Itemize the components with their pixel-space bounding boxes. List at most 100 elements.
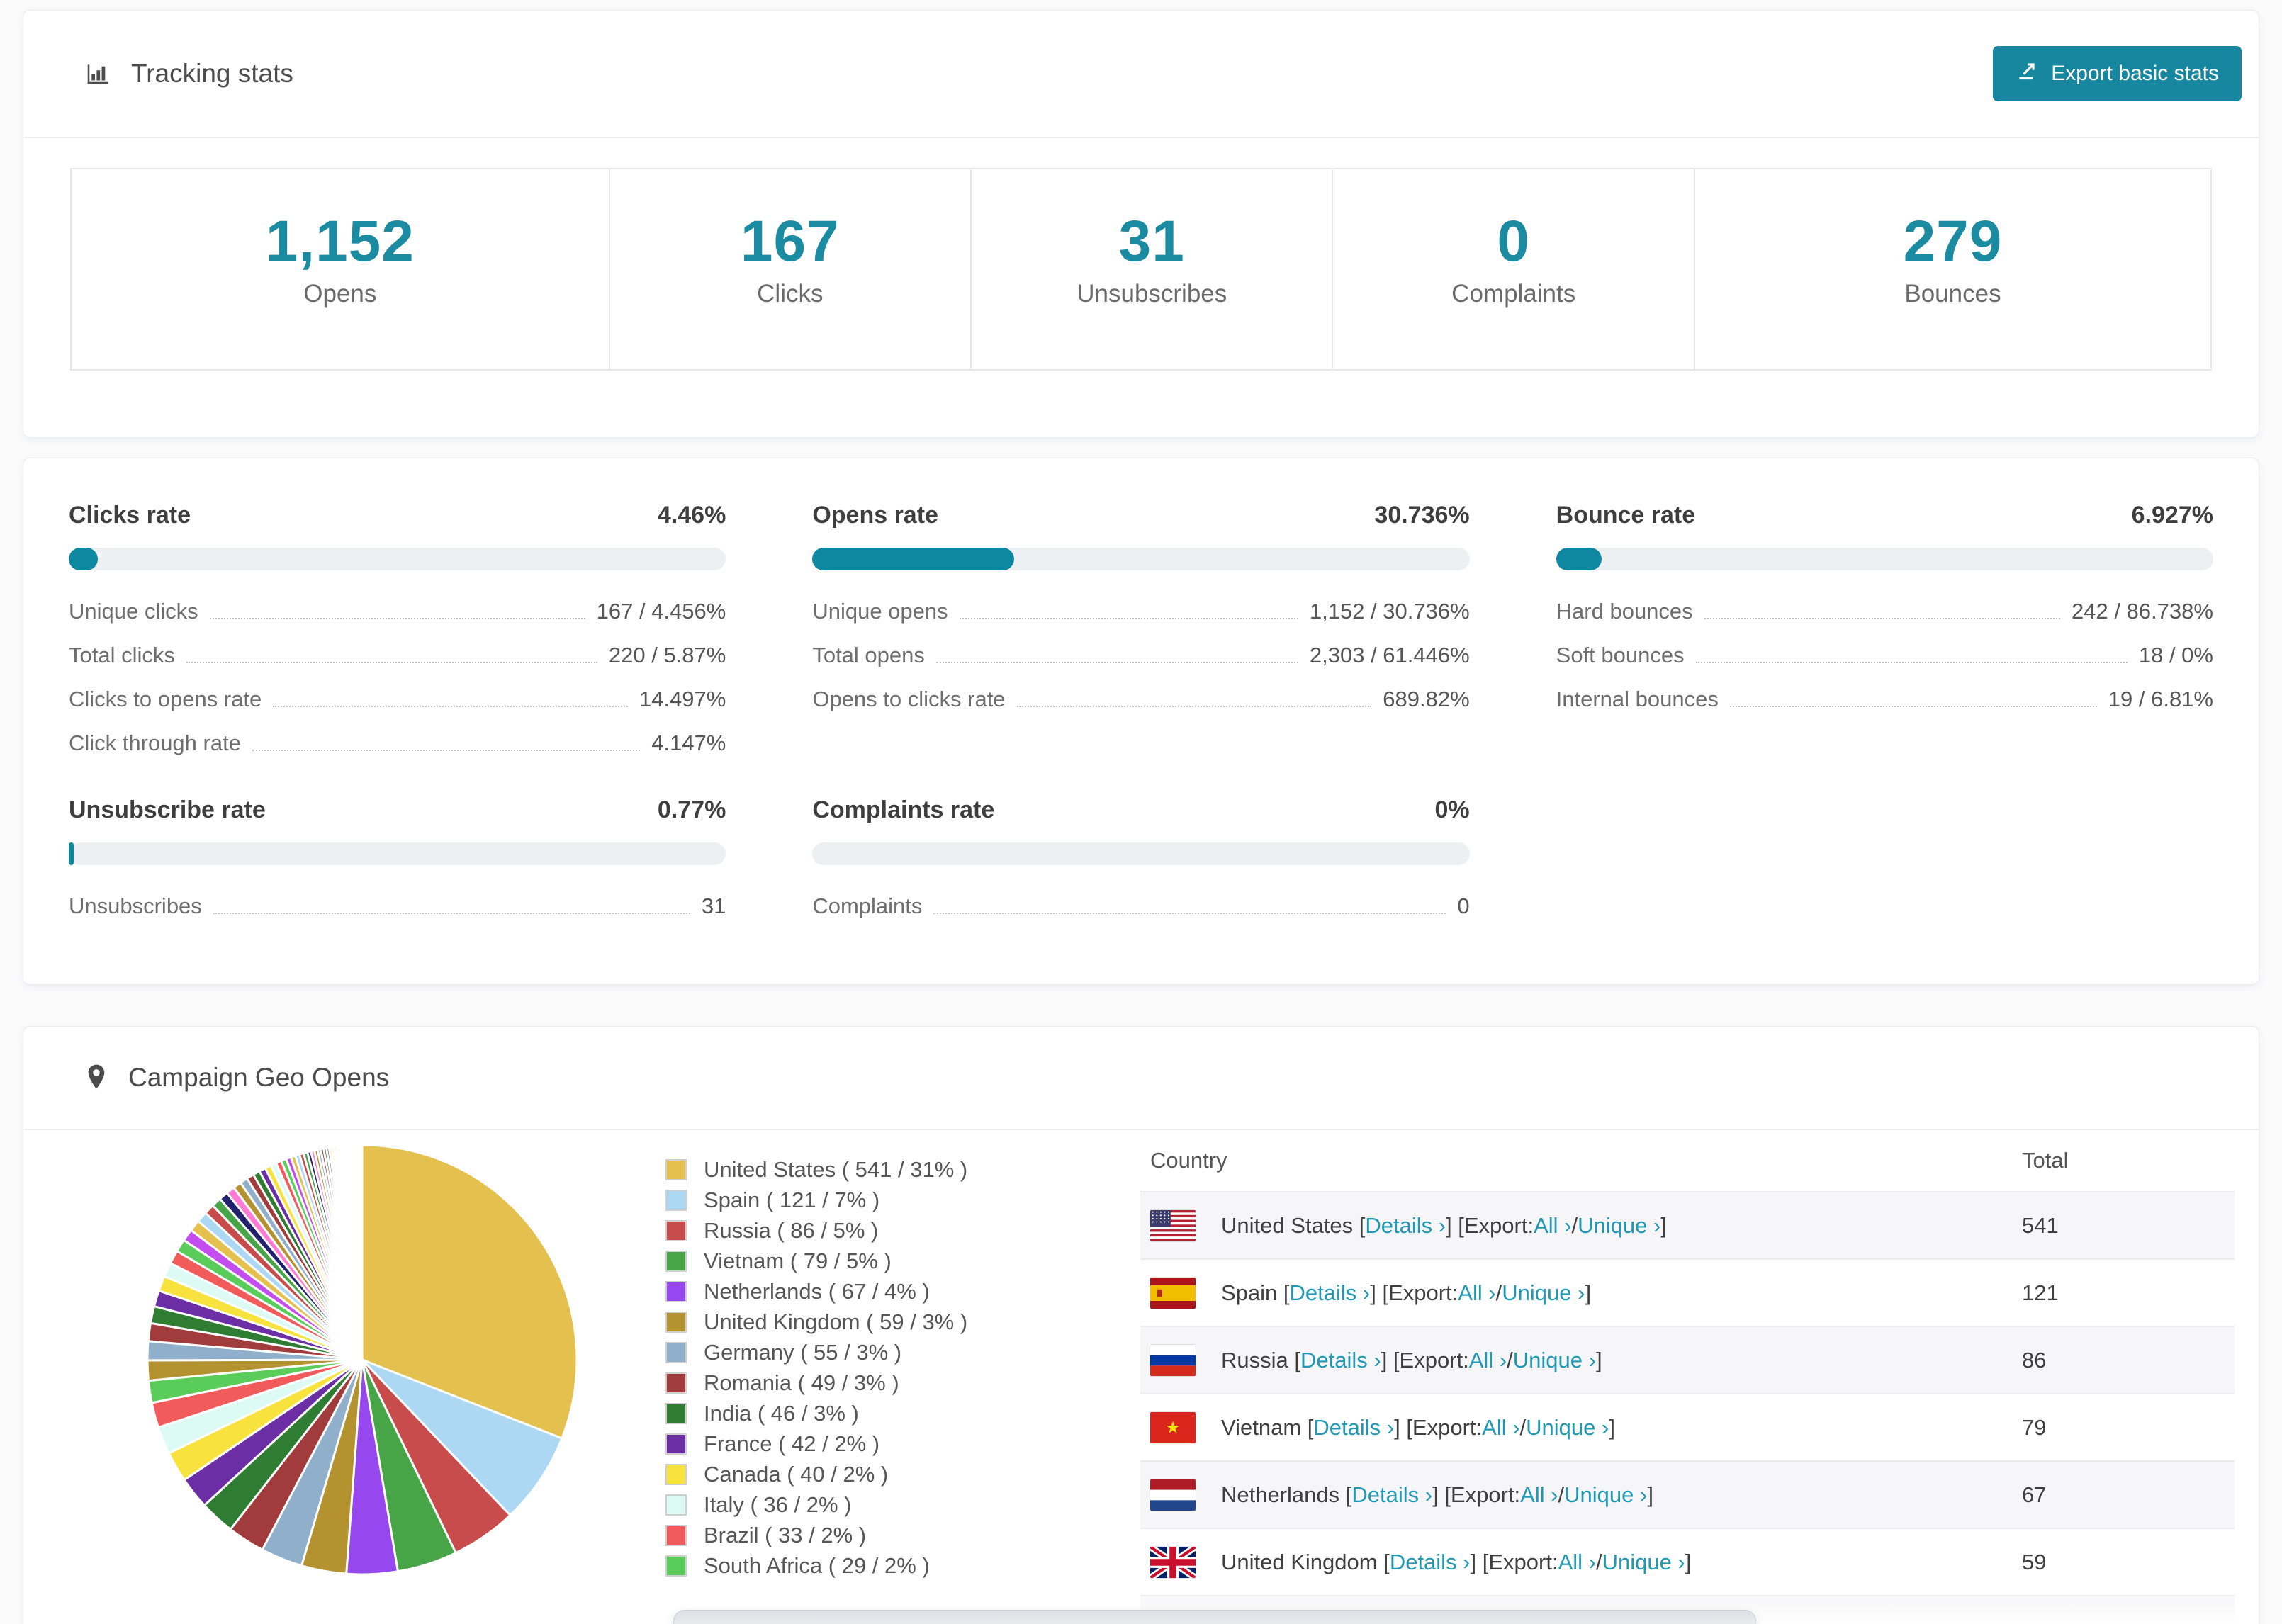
legend-swatch [665, 1311, 687, 1333]
horizontal-scrollbar-thumb[interactable] [673, 1610, 1756, 1624]
stat-label: Clicks [757, 280, 824, 308]
legend-label: Canada ( 40 / 2% ) [704, 1461, 889, 1487]
rate-row-value: 689.82% [1383, 687, 1470, 711]
dotted-leader [1729, 706, 2097, 707]
stat-label: Bounces [1904, 280, 2001, 308]
legend-item-russia[interactable]: Russia ( 86 / 5% ) [665, 1215, 1062, 1246]
geo-pie-chart [142, 1140, 582, 1579]
rate-row-unique-opens: Unique opens 1,152 / 30.736% [812, 599, 1469, 624]
rate-row-value: 0 [1457, 893, 1470, 918]
export-unique-link[interactable]: Unique › [1564, 1482, 1648, 1507]
geo-row-united-kingdom: United Kingdom [Details ›] [Export: All … [1140, 1528, 2235, 1595]
stat-label: Unsubscribes [1077, 280, 1227, 308]
bracket-close: ] [1585, 1280, 1592, 1305]
country-name: Vietnam [ [1221, 1414, 1314, 1440]
details-link[interactable]: Details › [1389, 1549, 1471, 1574]
export-unique-link[interactable]: Unique › [1526, 1414, 1609, 1440]
details-link[interactable]: Details › [1351, 1482, 1433, 1507]
rate-row-value: 31 [701, 893, 726, 918]
rate-value: 0.77% [657, 796, 726, 823]
legend-swatch [665, 1494, 687, 1516]
rate-value: 30.736% [1374, 502, 1470, 529]
legend-item-canada[interactable]: Canada ( 40 / 2% ) [665, 1459, 1062, 1489]
legend-item-united-states[interactable]: United States ( 541 / 31% ) [665, 1154, 1062, 1185]
pie-slice-united-states[interactable] [361, 1144, 578, 1440]
dotted-leader [273, 706, 628, 707]
flag-nl-icon [1150, 1479, 1196, 1511]
export-all-link[interactable]: All › [1534, 1212, 1572, 1238]
row-total: 86 [2022, 1347, 2047, 1372]
details-link[interactable]: Details › [1289, 1280, 1371, 1305]
legend-item-spain[interactable]: Spain ( 121 / 7% ) [665, 1185, 1062, 1215]
legend-label: Germany ( 55 / 3% ) [704, 1339, 902, 1365]
legend-label: Spain ( 121 / 7% ) [704, 1187, 880, 1212]
rate-value: 4.46% [657, 502, 726, 529]
rate-row-label: Soft bounces [1556, 643, 1685, 667]
dotted-leader [252, 750, 641, 751]
legend-label: South Africa ( 29 / 2% ) [704, 1552, 930, 1578]
map-pin-icon [84, 1064, 108, 1092]
export-all-link[interactable]: All › [1520, 1482, 1558, 1507]
rate-row-label: Unique clicks [69, 599, 198, 624]
pie-slice-spain[interactable] [361, 1358, 563, 1517]
details-link[interactable]: Details › [1365, 1212, 1446, 1238]
export-unique-link[interactable]: Unique › [1602, 1549, 1685, 1574]
geo-title-wrap: Campaign Geo Opens [84, 1062, 389, 1093]
tracking-stats-card: Tracking stats Export basic stats 1,152 O… [23, 10, 2259, 438]
details-link[interactable]: Details › [1300, 1347, 1381, 1372]
legend-swatch [665, 1341, 687, 1363]
export-unique-link[interactable]: Unique › [1578, 1212, 1661, 1238]
dotted-leader [959, 618, 1298, 619]
rate-row-value: 2,303 / 61.446% [1309, 643, 1470, 667]
export-all-link[interactable]: All › [1458, 1280, 1496, 1305]
legend-swatch [665, 1402, 687, 1424]
complaints-rate-block: Complaints rate 0% Complaints 0 [812, 796, 1470, 919]
column-country: Country [1150, 1148, 1227, 1173]
rate-row-unsubscribes: Unsubscribes 31 [69, 893, 726, 919]
legend-item-vietnam[interactable]: Vietnam ( 79 / 5% ) [665, 1246, 1062, 1276]
legend-item-italy[interactable]: Italy ( 36 / 2% ) [665, 1489, 1062, 1520]
dotted-leader [1016, 706, 1372, 707]
stat-value: 0 [1497, 209, 1531, 274]
flag-vn-icon [1150, 1411, 1196, 1443]
export-all-link[interactable]: All › [1468, 1347, 1507, 1372]
rate-row-click-through-rate: Click through rate 4.147% [69, 731, 726, 756]
export-label: ] [Export: [1370, 1280, 1458, 1305]
row-total: 67 [2022, 1482, 2047, 1507]
legend-item-brazil[interactable]: Brazil ( 33 / 2% ) [665, 1520, 1062, 1550]
slash-separator: / [1507, 1347, 1513, 1372]
legend-item-romania[interactable]: Romania ( 49 / 3% ) [665, 1368, 1062, 1398]
pie-slice-other-60[interactable] [360, 1144, 364, 1360]
rate-row-label: Complaints [812, 893, 923, 918]
rate-row-label: Unsubscribes [69, 893, 202, 918]
rate-row-value: 167 / 4.456% [596, 599, 726, 624]
legend-item-united-kingdom[interactable]: United Kingdom ( 59 / 3% ) [665, 1307, 1062, 1337]
rate-title: Opens rate [812, 502, 938, 529]
geo-table: Country Total United States [Details ›] … [1140, 1130, 2235, 1624]
campaign-geo-opens-card: Campaign Geo Opens United States ( 541 /… [23, 1026, 2259, 1624]
rate-row-label: Opens to clicks rate [812, 687, 1006, 711]
legend-item-india[interactable]: India ( 46 / 3% ) [665, 1398, 1062, 1428]
legend-label: Netherlands ( 67 / 4% ) [704, 1278, 930, 1304]
slash-separator: / [1558, 1482, 1565, 1507]
rate-value: 0% [1434, 796, 1470, 823]
row-total: 541 [2022, 1212, 2059, 1238]
geo-content: United States ( 541 / 31% ) Spain ( 121 /… [23, 1130, 2259, 1624]
legend-item-germany[interactable]: Germany ( 55 / 3% ) [665, 1337, 1062, 1368]
stat-complaints: 0 Complaints [1333, 169, 1695, 369]
legend-swatch [665, 1219, 687, 1241]
clicks-rate-block: Clicks rate 4.46% Unique clicks 167 / 4.456… [69, 501, 726, 756]
export-unique-link[interactable]: Unique › [1502, 1280, 1585, 1305]
geo-row-united-states: United States [Details ›] [Export: All ›… [1140, 1191, 2235, 1258]
export-basic-stats-button[interactable]: Export basic stats [1993, 46, 2242, 101]
legend-item-france[interactable]: France ( 42 / 2% ) [665, 1428, 1062, 1459]
bracket-close: ] [1609, 1414, 1615, 1440]
export-all-link[interactable]: All › [1558, 1549, 1596, 1574]
legend-item-south-africa[interactable]: South Africa ( 29 / 2% ) [665, 1550, 1062, 1581]
dotted-leader [1695, 662, 2128, 663]
legend-item-netherlands[interactable]: Netherlands ( 67 / 4% ) [665, 1276, 1062, 1307]
details-link[interactable]: Details › [1313, 1414, 1395, 1440]
export-unique-link[interactable]: Unique › [1512, 1347, 1596, 1372]
export-all-link[interactable]: All › [1482, 1414, 1520, 1440]
rate-row-total-opens: Total opens 2,303 / 61.446% [812, 643, 1469, 668]
